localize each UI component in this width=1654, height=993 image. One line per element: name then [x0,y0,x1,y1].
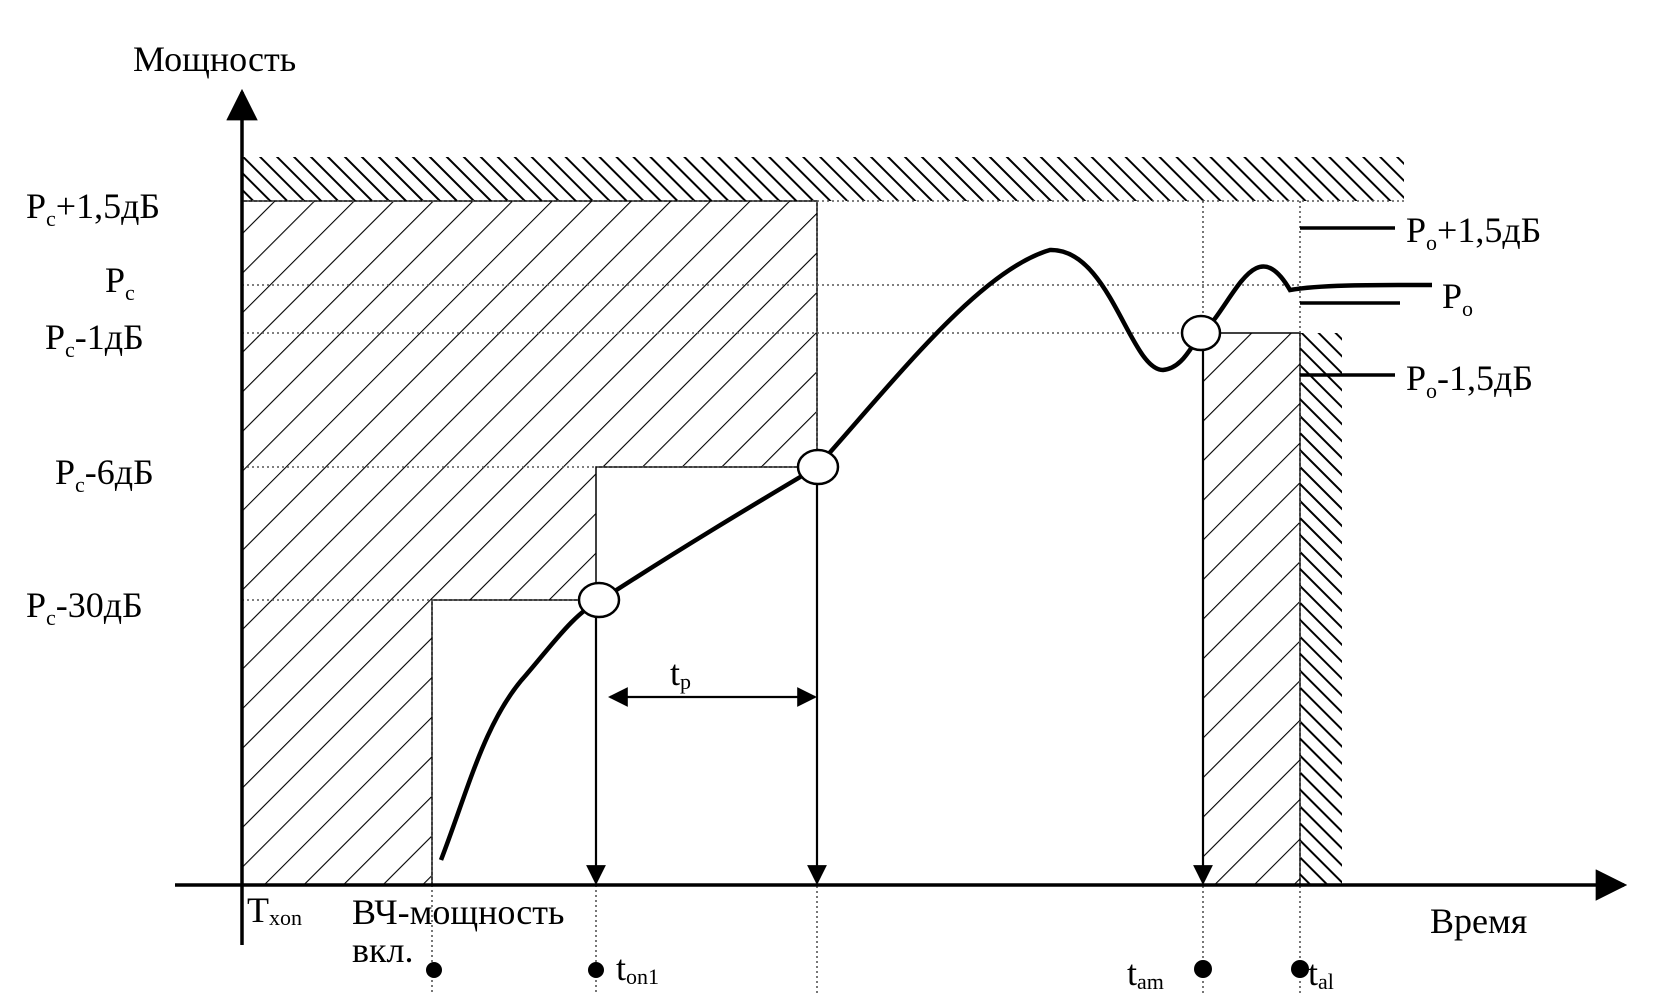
startup-mask-region [241,200,818,886]
ton2-marker [796,448,840,486]
event-arrows [586,333,1213,885]
ton1-marker [577,581,621,619]
tam-marker [1180,314,1222,352]
tam-dot [1194,960,1212,978]
x-axis-title: Время [1430,901,1527,941]
label-po-minus-1-5: Po-1,5дБ [1406,358,1533,403]
label-rf-power-line1: ВЧ-мощность [352,892,564,932]
label-pc-minus-30: Pc-30дБ [26,585,143,630]
label-tal: tal [1308,953,1334,993]
label-rf-power-line2: вкл. [352,930,413,970]
label-tp: tp [670,653,691,694]
event-markers [577,314,1222,619]
axes [175,88,1628,945]
tal-mask-region [1300,333,1342,885]
time-dots [426,960,1309,978]
label-pc-minus-1: Pc-1дБ [45,317,144,362]
po-level-lines [1300,226,1400,377]
label-pc: Pc [105,260,135,305]
rf-on-dot [426,962,442,978]
tal-dot [1291,960,1309,978]
top-limit-band [242,157,1404,201]
label-ton1: ton1 [616,948,659,989]
label-pc-minus-6: Pc-6дБ [55,452,154,497]
label-po: Po [1442,276,1473,321]
label-txon: Txon [247,890,302,930]
ton1-dot [588,962,604,978]
label-pc-plus-1-5: Pc+1,5дБ [26,186,160,231]
y-axis-title: Мощность [133,39,296,79]
power-curve [438,247,1433,861]
label-po-plus-1-5: Po+1,5дБ [1406,210,1541,255]
constraint-regions [241,157,1404,886]
tam-mask-region [1202,332,1301,886]
label-tam: tam [1127,953,1164,993]
